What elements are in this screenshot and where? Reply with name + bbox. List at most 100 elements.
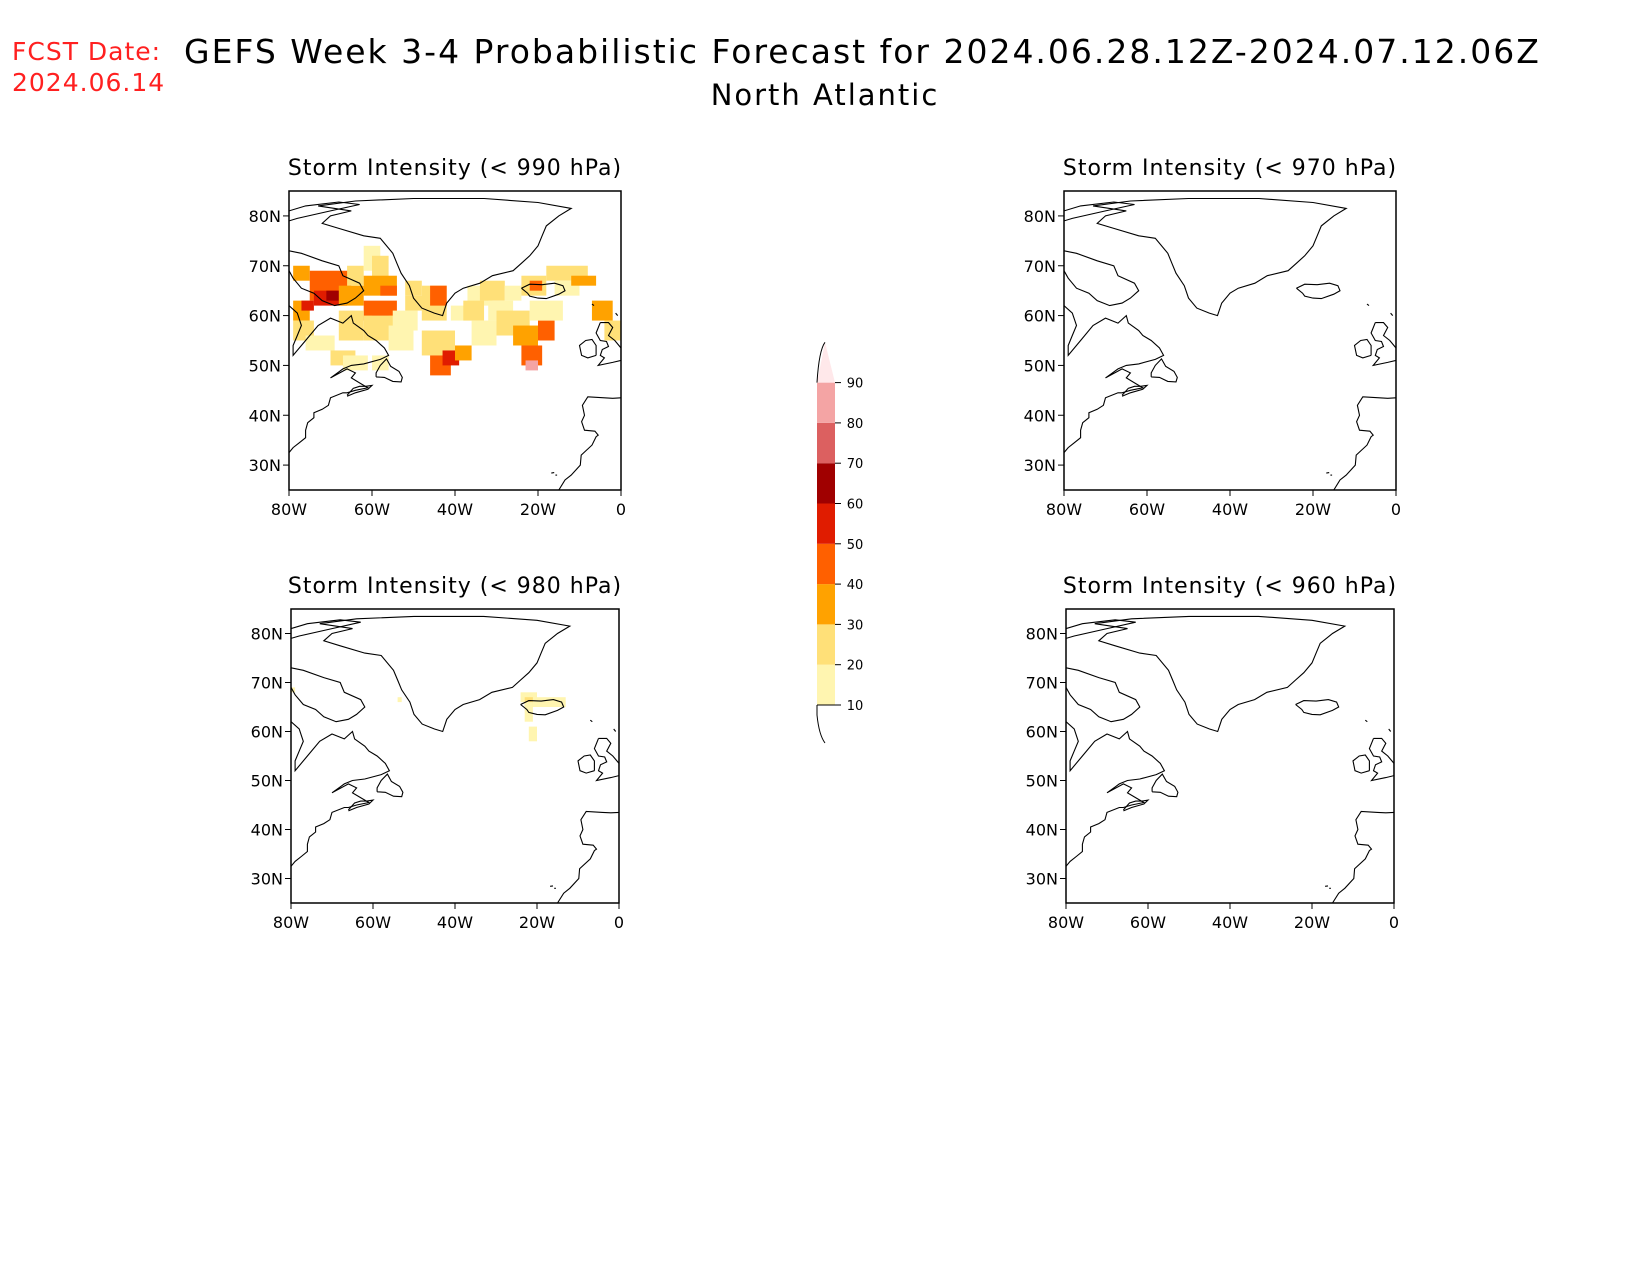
coastline — [557, 810, 619, 903]
probability-cell — [347, 265, 364, 286]
coastline — [1066, 721, 1166, 867]
y-tick-label: 70N — [251, 674, 283, 693]
colorbar-segment — [817, 463, 835, 504]
map-frame — [1065, 608, 1395, 904]
coastline — [1122, 799, 1150, 812]
x-tick-label: 60W — [1130, 913, 1166, 932]
y-tick-label: 60N — [251, 723, 283, 742]
y-tick-label: 50N — [251, 772, 283, 791]
map-frame — [290, 608, 620, 904]
probability-cell — [363, 300, 397, 321]
probability-cell — [479, 280, 505, 301]
coastline — [593, 737, 619, 782]
coastline — [291, 721, 391, 867]
map-area — [291, 615, 619, 903]
y-tick-label: 60N — [1026, 723, 1058, 742]
coastline — [376, 773, 404, 798]
coastline — [1370, 322, 1396, 367]
y-tick-label: 50N — [249, 356, 281, 375]
colorbar-segment — [817, 664, 835, 705]
page-subtitle: North Atlantic — [710, 78, 940, 112]
panel-title: Storm Intensity (< 970 hPa) — [1063, 156, 1397, 181]
coastline — [375, 357, 403, 383]
colorbar-segment — [817, 422, 835, 464]
panel-980hpa: Storm Intensity (< 980 hPa) 80W 60W 40W 20W 0… — [251, 574, 624, 932]
colorbar-label: 50 — [847, 538, 864, 553]
y-tick-label: 80N — [1026, 625, 1058, 644]
coastline — [1353, 338, 1372, 359]
coastline — [1366, 303, 1370, 307]
y-tick-label: 50N — [1026, 772, 1058, 791]
panel-title: Storm Intensity (< 980 hPa) — [288, 574, 622, 599]
colorbar-segment — [817, 503, 835, 544]
panel-990hpa: Storm Intensity (< 990 hPa) 80W 60W 40W 20W 0… — [249, 156, 626, 519]
colorbar-segment — [817, 543, 835, 585]
coastline — [577, 754, 595, 774]
x-tick-label: 0 — [614, 913, 624, 932]
probability-cell — [529, 280, 543, 291]
probability-cell — [525, 360, 538, 371]
coastline — [1066, 667, 1141, 723]
colorbar-label: 70 — [847, 457, 864, 472]
coastline — [1296, 282, 1341, 300]
probability-cell — [532, 697, 566, 707]
colorbar-label: 40 — [847, 578, 864, 593]
coastline — [615, 312, 619, 316]
colorbar-label: 80 — [847, 417, 864, 432]
probability-cell — [504, 285, 522, 301]
coastline — [289, 250, 365, 307]
x-tick-label: 80W — [1046, 500, 1082, 519]
x-tick-label: 0 — [1391, 500, 1401, 519]
probability-cell — [380, 285, 397, 296]
colorbar-upper-end — [816, 342, 826, 383]
forecast-date-value: 2024.06.14 — [12, 68, 166, 97]
probability-cell — [604, 320, 621, 341]
coastline — [1332, 810, 1394, 903]
map-frame — [1063, 190, 1397, 491]
coastline — [1368, 737, 1394, 782]
colorbar-label: 10 — [847, 699, 864, 714]
probability-cell — [571, 275, 597, 286]
y-tick-label: 30N — [249, 456, 281, 475]
probability-cell — [528, 726, 537, 742]
x-tick-label: 40W — [1212, 500, 1248, 519]
probability-cell — [463, 300, 485, 321]
probability-cell — [455, 345, 472, 361]
x-tick-label: 20W — [1295, 500, 1331, 519]
colorbar-label: 30 — [847, 618, 864, 633]
coastline — [291, 667, 366, 723]
coastline — [520, 699, 565, 716]
probability-cell — [372, 355, 389, 371]
coastline — [551, 472, 555, 474]
map-area — [1066, 615, 1394, 903]
page-title: GEFS Week 3-4 Probabilistic Forecast for… — [184, 32, 1541, 71]
coastline — [1066, 619, 1136, 639]
colorbar-lower-end — [816, 705, 826, 744]
colorbar-segment — [817, 342, 835, 383]
coastline — [346, 384, 374, 397]
map-area — [1064, 197, 1396, 490]
probability-cell — [538, 320, 555, 341]
x-tick-label: 0 — [1389, 913, 1399, 932]
colorbar-label: 90 — [847, 377, 864, 392]
probability-cell — [513, 325, 538, 346]
coastline — [291, 619, 361, 639]
x-tick-label: 60W — [1129, 500, 1165, 519]
y-tick-label: 80N — [1024, 207, 1056, 226]
coastline — [319, 615, 572, 733]
colorbar-segment — [817, 584, 835, 625]
y-tick-label: 30N — [1024, 456, 1056, 475]
coastline — [1121, 384, 1149, 397]
probability-cell — [291, 687, 296, 693]
y-tick-label: 40N — [251, 821, 283, 840]
coastline — [1064, 250, 1140, 307]
y-tick-label: 40N — [1024, 406, 1056, 425]
x-tick-label: 80W — [271, 500, 307, 519]
probability-cell — [529, 300, 563, 321]
x-tick-label: 20W — [519, 913, 555, 932]
coastline — [289, 201, 360, 222]
coastline — [1151, 773, 1179, 798]
probability-cell — [405, 280, 422, 296]
y-tick-label: 60N — [1024, 307, 1056, 326]
coastline — [521, 282, 566, 300]
